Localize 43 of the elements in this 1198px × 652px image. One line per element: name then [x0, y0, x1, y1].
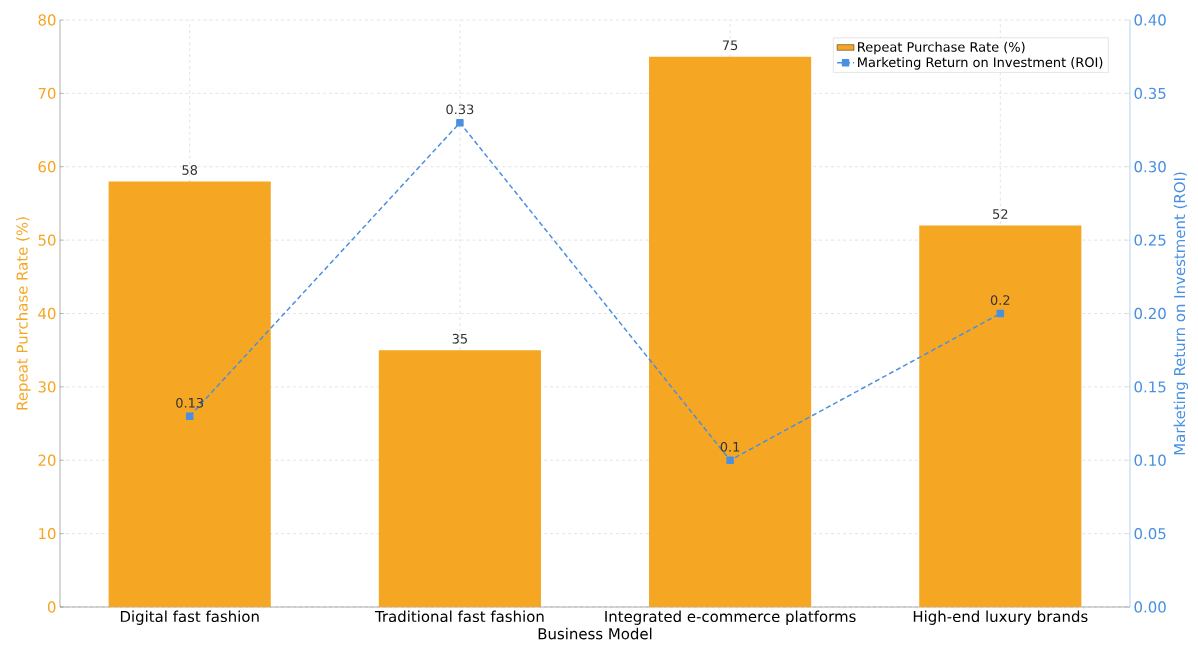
y2-tick-label: 0.00	[1134, 601, 1166, 613]
bar	[108, 181, 271, 607]
data-label: 35	[452, 333, 467, 344]
bar	[378, 350, 541, 607]
y-axis-title: Repeat Purchase Rate (%)	[16, 217, 31, 410]
bar	[919, 225, 1082, 607]
y-tick-label: 0	[47, 601, 56, 613]
y2-tick-label: 0.30	[1134, 161, 1166, 173]
legend-label: Repeat Purchase Rate (%)	[858, 41, 1025, 55]
y-tick-label: 10	[39, 527, 56, 540]
y2-tick-label: 0.05	[1134, 527, 1166, 540]
data-label: 0.2	[990, 295, 1010, 305]
data-label: 0.1	[720, 441, 740, 452]
y2-tick-label: 0.35	[1134, 87, 1166, 100]
x-tick-label: Integrated e-commerce platforms	[605, 610, 856, 625]
x-tick-label: Digital fast fashion	[120, 610, 259, 625]
point	[456, 118, 464, 127]
x-tick-label: Traditional fast fashion	[374, 610, 544, 623]
x-axis-title: Business Model	[538, 627, 652, 640]
legend-label: Marketing Return on Investment (ROI)	[858, 57, 1103, 70]
y2-axis-title: Marketing Return on Investment (ROI)	[1173, 172, 1189, 455]
point	[996, 309, 1005, 318]
point	[185, 412, 194, 420]
y-tick-label: 20	[38, 454, 56, 466]
data-label: 0.13	[176, 397, 204, 408]
data-label: 75	[722, 40, 738, 51]
bar	[649, 56, 812, 607]
y-tick-label: 30	[38, 381, 56, 393]
data-label: 0.33	[446, 104, 474, 115]
x-tick-label: High-end luxury brands	[913, 610, 1088, 625]
data-label: 58	[182, 165, 198, 175]
data-label: 52	[993, 209, 1008, 219]
y-tick-label: 40	[38, 307, 56, 320]
point	[726, 456, 734, 464]
y-tick-label: 70	[38, 87, 56, 100]
y2-tick-label: 0.10	[1134, 454, 1166, 466]
y-tick-label: 60	[38, 161, 56, 173]
y2-tick-label: 0.20	[1134, 307, 1166, 320]
y2-tick-label: 0.15	[1134, 381, 1166, 393]
y-tick-label: 50	[38, 234, 56, 246]
y2-tick-label: 0.25	[1134, 234, 1166, 246]
y2-tick-label: 0.40	[1134, 14, 1166, 26]
y-tick-label: 80	[38, 14, 56, 26]
